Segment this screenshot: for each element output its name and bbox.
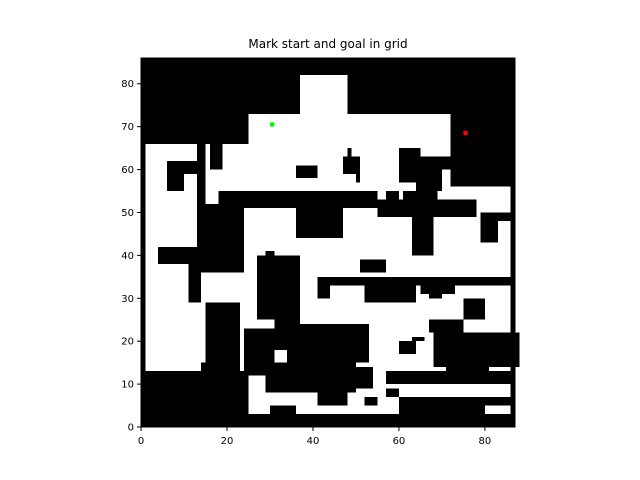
obstacle-cell (420, 199, 477, 217)
obstacle-cell (317, 276, 331, 299)
obstacle-cell (248, 58, 301, 114)
obstacle-cell (497, 212, 511, 222)
obstacle-cell (295, 165, 318, 179)
y-tick-label: 60 (121, 165, 134, 176)
y-tick-label: 0 (128, 423, 134, 434)
y-tick-label: 30 (121, 294, 134, 305)
obstacle-cell (295, 191, 344, 239)
obstacle-cell (166, 160, 184, 192)
obstacle-cell (398, 341, 417, 355)
y-tick-label: 10 (121, 380, 134, 391)
obstacle-cell (510, 58, 515, 415)
plot-frame (140, 57, 516, 428)
obstacle-cell (403, 191, 438, 200)
x-tick-label: 80 (479, 436, 492, 447)
obstacle-cell (446, 332, 490, 376)
obstacle-cell (291, 414, 296, 419)
obstacle-cell (407, 199, 425, 204)
obstacle-cell (386, 371, 511, 385)
obstacle-cell (205, 302, 240, 376)
obstacle-cell (364, 396, 378, 406)
obstacle-cell (429, 293, 442, 299)
obstacle-cell (463, 298, 485, 320)
occupancy-grid[interactable] (140, 57, 520, 428)
obstacle-cell (196, 203, 202, 273)
obstacle-cell (450, 58, 515, 187)
obstacle-cell (429, 319, 464, 333)
obstacle-cell (480, 212, 498, 243)
obstacle-cell (386, 388, 399, 397)
obstacle-cell (209, 143, 223, 170)
obstacle-cell (257, 255, 301, 320)
obstacle-cell (141, 58, 249, 144)
obstacle-cell (141, 58, 146, 415)
obstacle-cell (269, 405, 296, 419)
obstacle-cell (360, 259, 387, 273)
y-tick-label: 70 (121, 122, 134, 133)
obstacle-cell (343, 324, 369, 342)
obstacle-cell (355, 173, 361, 183)
obstacle-cell (386, 191, 399, 200)
obstacle-cell (484, 396, 515, 406)
obstacle-cell (188, 246, 202, 303)
x-axis: 0 20 40 60 80 (138, 427, 491, 447)
plot-title: Mark start and goal in grid (248, 37, 407, 51)
obstacle-cell (343, 156, 361, 174)
obstacle-cell (441, 156, 451, 170)
obstacle-cell (325, 276, 515, 286)
x-tick-label: 40 (307, 436, 320, 447)
obstacle-cell (196, 143, 206, 204)
start-marker[interactable] (269, 122, 275, 127)
obstacle-cell (183, 160, 197, 174)
y-tick-label: 40 (121, 251, 134, 262)
x-tick-label: 20 (221, 436, 234, 447)
obstacle-cell (381, 276, 395, 290)
obstacle-cell (411, 336, 425, 342)
obstacle-cell (201, 362, 206, 376)
obstacle-cell (317, 392, 348, 406)
obstacle-cell (231, 306, 236, 312)
obstacle-cell (398, 148, 421, 183)
y-tick-label: 80 (121, 79, 134, 90)
obstacle-cell (347, 148, 352, 157)
obstacle-cell (398, 396, 485, 427)
y-tick-label: 50 (121, 208, 134, 219)
obstacle-cell (201, 203, 245, 273)
y-tick-label: 20 (121, 337, 134, 348)
obstacle-cell (411, 216, 434, 256)
obstacle-cell (265, 251, 275, 269)
obstacle-cell (141, 371, 249, 415)
y-axis: 0 10 20 30 40 50 60 70 80 (121, 79, 141, 434)
goal-marker[interactable] (463, 130, 468, 136)
obstacle-cell (420, 285, 455, 294)
obstacle-cell (330, 366, 374, 389)
x-tick-label: 0 (138, 436, 144, 447)
x-tick-label: 60 (393, 436, 406, 447)
